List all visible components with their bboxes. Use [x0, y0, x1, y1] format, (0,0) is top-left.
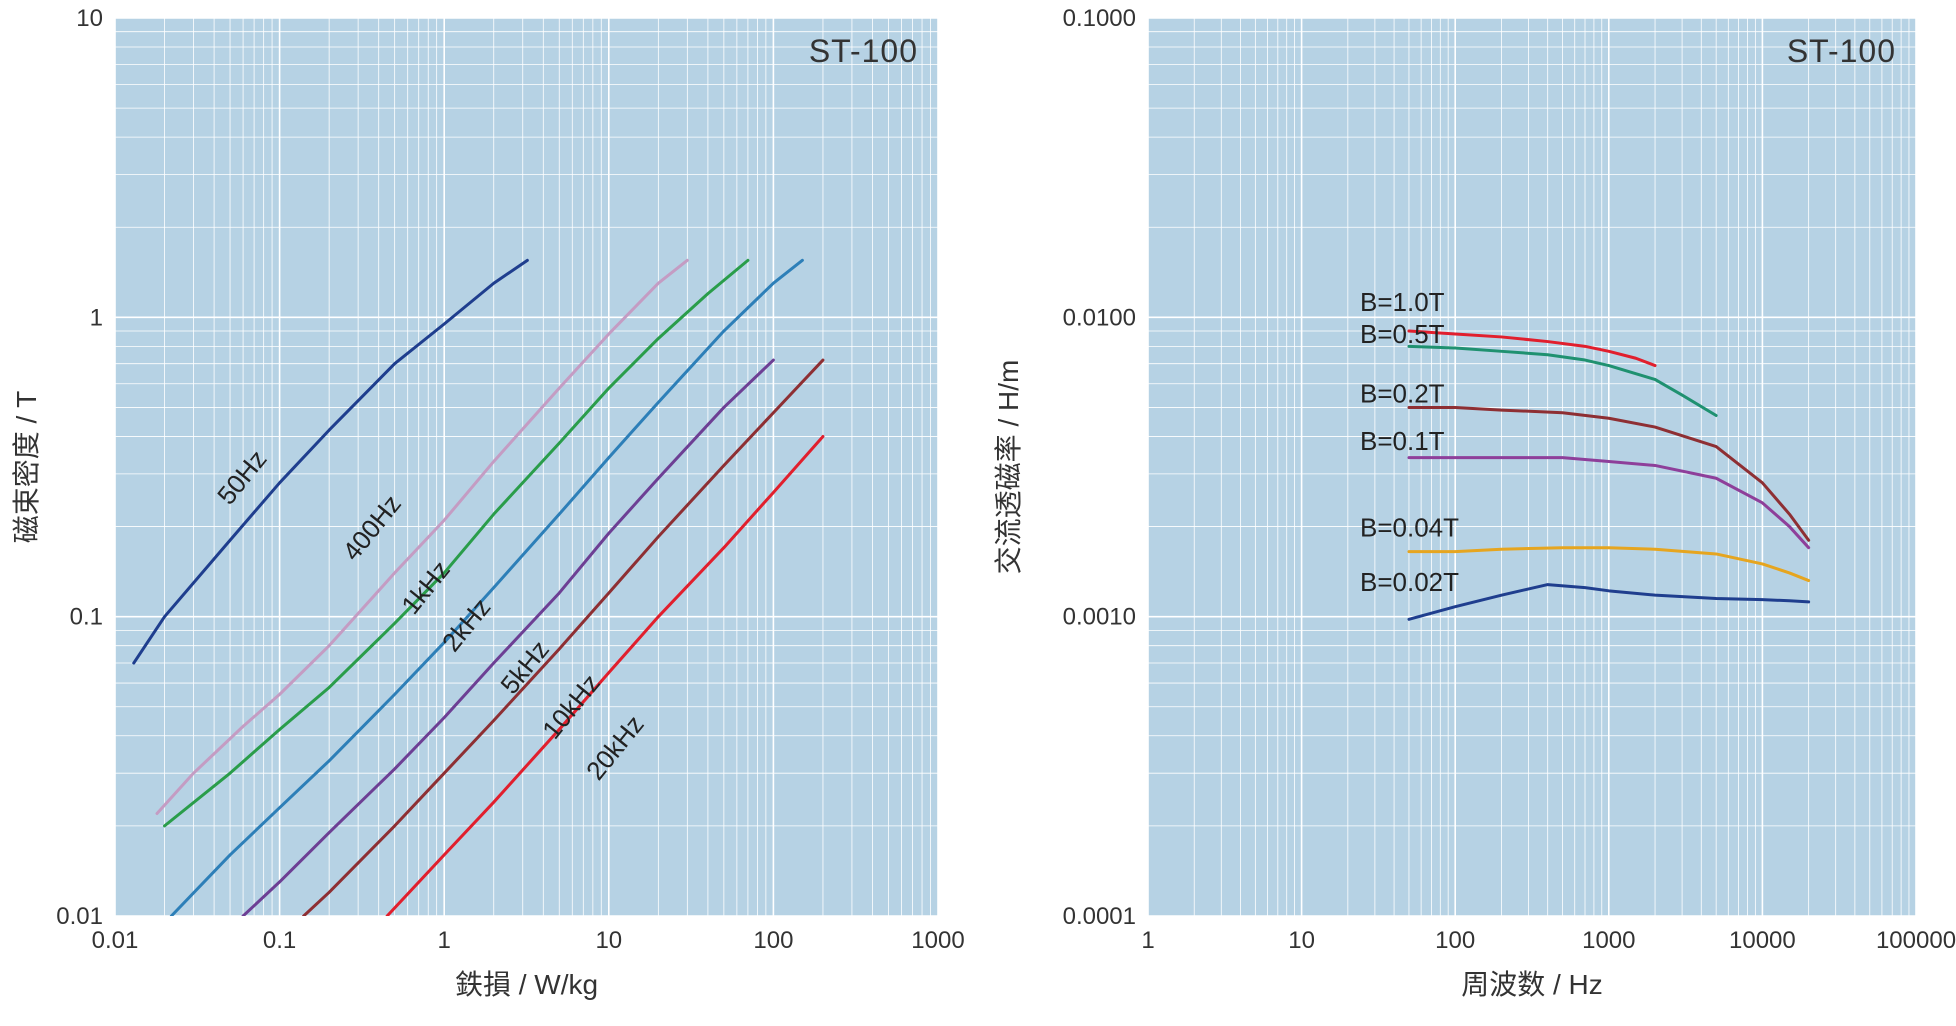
y-axis-label: 交流透磁率 / H/m	[993, 360, 1024, 575]
series-label: B=0.02T	[1360, 567, 1459, 597]
x-tick-label: 0.01	[92, 927, 139, 954]
y-tick-label: 0.01	[56, 903, 103, 930]
series-label: B=1.0T	[1360, 287, 1445, 317]
y-tick-label: 10	[76, 5, 103, 32]
x-tick-label: 10	[1288, 927, 1315, 954]
y-tick-label: 0.0100	[1063, 304, 1136, 331]
x-axis-label: 鉄損 / W/kg	[455, 969, 598, 1000]
permeability-chart: B=1.0TB=0.5T B=0.2T B=0.1T B=0.04T B=0.02T 1 1…	[978, 0, 1956, 1026]
y-tick-label: 0.1000	[1063, 5, 1136, 32]
series-label: B=0.2T	[1360, 378, 1445, 408]
x-tick-label: 100	[1435, 927, 1475, 954]
x-tick-label: 10000	[1729, 927, 1796, 954]
series-label: B=0.1T	[1360, 426, 1445, 456]
y-tick-label: 0.0010	[1063, 604, 1136, 631]
plot-background	[1148, 18, 1916, 916]
x-tick-label: 1	[1141, 927, 1154, 954]
series-label: B=0.04T	[1360, 513, 1459, 543]
x-tick-label: 0.1	[263, 927, 296, 954]
x-tick-label: 100	[753, 927, 793, 954]
series-label: B=0.5T	[1360, 319, 1445, 349]
y-tick-label: 0.0001	[1063, 903, 1136, 930]
x-tick-label: 10	[595, 927, 622, 954]
x-axis-label: 周波数 / Hz	[1461, 969, 1603, 1000]
y-tick-label: 0.1	[70, 604, 103, 631]
x-tick-label: 1	[438, 927, 451, 954]
x-tick-label: 1000	[911, 927, 964, 954]
core-loss-chart: 50Hz400Hz1kHz2kHz5kHz10kHz20kHz0.010.111…	[0, 0, 978, 1026]
y-axis-label: 磁束密度 / T	[11, 391, 42, 543]
x-tick-label: 1000	[1582, 927, 1635, 954]
x-tick-label: 100000	[1876, 927, 1956, 954]
product-label: ST-100	[809, 33, 918, 69]
product-label: ST-100	[1787, 33, 1896, 69]
y-tick-label: 1	[90, 304, 103, 331]
